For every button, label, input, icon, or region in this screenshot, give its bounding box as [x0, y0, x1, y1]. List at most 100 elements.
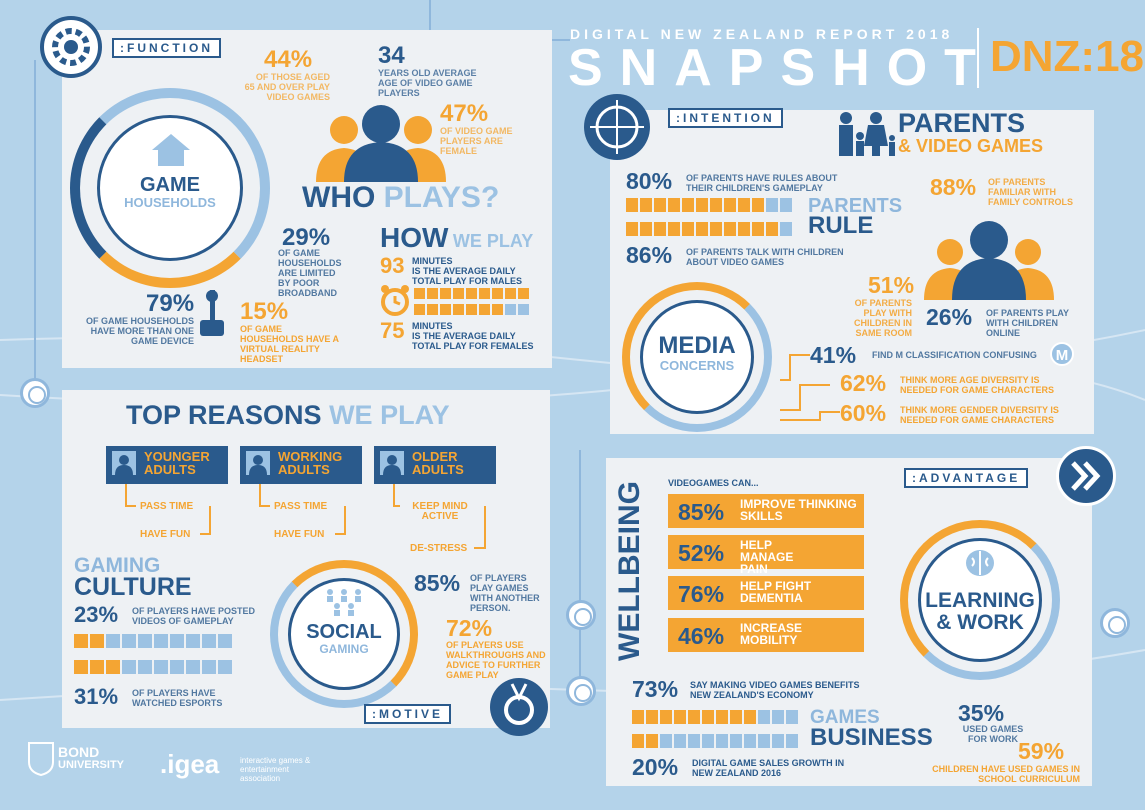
- text-80: OF PARENTS HAVE RULES ABOUT THEIR CHILDR…: [686, 173, 838, 193]
- stat-88: 88%: [930, 174, 977, 200]
- stat-29: 29%: [282, 224, 331, 251]
- adults-word-3: ADULTS: [412, 462, 464, 477]
- stat-86: 86%: [626, 242, 673, 268]
- pct-76: 76%: [678, 581, 725, 607]
- younger-word: YOUNGER: [144, 449, 210, 464]
- social-gaming-ring: [270, 560, 418, 708]
- connector-node-center-2: [566, 676, 596, 706]
- wellbeing-row-thinking: 85% IMPROVE THINKING SKILLS: [668, 494, 864, 528]
- stat-47: 47%: [440, 100, 489, 127]
- person-icon: [246, 451, 270, 475]
- younger-adults-box: YOUNGER ADULTS: [106, 446, 228, 484]
- posted-videos-bar: [74, 634, 232, 648]
- business-word: BUSINESS: [810, 724, 933, 751]
- stat-26: 26%: [926, 304, 973, 330]
- media-ring-inner: [640, 300, 754, 414]
- text-29: OF GAME HOUSEHOLDS ARE LIMITED BY POOR B…: [278, 248, 342, 298]
- function-label: :FUNCTION: [112, 38, 221, 58]
- concerns-word: CONCERNS: [659, 358, 735, 373]
- joystick-icon: [200, 290, 224, 336]
- stat-23: 23%: [74, 602, 119, 627]
- motive-label: :MOTIVE: [364, 704, 451, 724]
- stat-51: 51%: [868, 272, 915, 298]
- text-34: YEARS OLD AVERAGE AGE OF VIDEO GAME PLAY…: [378, 68, 477, 98]
- bond-logo-text: BOND UNIVERSITY: [58, 744, 125, 772]
- stat-73: 73%: [632, 676, 679, 702]
- we-play-word-2: WE PLAY: [329, 400, 450, 430]
- people-icon: [316, 105, 446, 182]
- bond-word: BOND: [58, 744, 100, 760]
- dnz-code: DNZ:18: [990, 32, 1145, 81]
- person-icon: [112, 451, 136, 475]
- male-play-bar: [414, 288, 529, 299]
- chevron-right-icon: [1056, 446, 1116, 506]
- game-households-ring: [70, 88, 270, 288]
- text-31: OF PLAYERS HAVE WATCHED ESPORTS: [132, 688, 223, 708]
- sales-growth-bar: [632, 734, 798, 748]
- brain-icon: [966, 550, 994, 576]
- rule-word: RULE: [808, 212, 874, 239]
- stat-85-social: 85%: [414, 570, 461, 596]
- stat-72: 72%: [446, 615, 493, 641]
- gear-icon: [40, 16, 102, 78]
- older-word: OLDER: [412, 449, 458, 464]
- text-85-social: OF PLAYERS PLAY GAMES WITH ANOTHER PERSO…: [470, 573, 540, 613]
- text-41: FIND M CLASSIFICATION CONFUSING: [872, 350, 1037, 360]
- working-adults-box: WORKING ADULTS: [240, 446, 362, 484]
- text-72: OF PLAYERS USE WALKTHROUGHS AND ADVICE T…: [446, 640, 546, 680]
- header-divider: [977, 28, 979, 88]
- media-connectors: [780, 354, 840, 421]
- text-51: OF PARENTS PLAY WITH CHILDREN IN SAME RO…: [854, 298, 912, 338]
- game-title: GAME: [140, 174, 200, 196]
- top-reasons-title: TOP REASONS WE PLAY: [126, 402, 450, 429]
- text-20: DIGITAL GAME SALES GROWTH IN NEW ZEALAND…: [692, 758, 845, 778]
- adults-word-2: ADULTS: [278, 462, 330, 477]
- media-concerns-ring: [622, 282, 772, 432]
- text-44: OF THOSE AGED 65 AND OVER PLAY VIDEO GAM…: [244, 72, 330, 102]
- parents-title: PARENTS: [898, 108, 1026, 138]
- text-thinking: IMPROVE THINKING SKILLS: [740, 497, 857, 523]
- gaming-sub: GAMING: [319, 642, 369, 656]
- stat-31: 31%: [74, 684, 119, 709]
- media-word: MEDIA: [658, 332, 736, 359]
- text-79: OF GAME HOUSEHOLDS HAVE MORE THAN ONE GA…: [85, 316, 194, 346]
- video-games-sub: & VIDEO GAMES: [898, 136, 1044, 156]
- text-mobility: INCREASE MOBILITY: [740, 621, 803, 647]
- social-word: SOCIAL: [306, 621, 382, 643]
- older-reason-2: DE-STRESS: [410, 543, 468, 554]
- stat-62: 62%: [840, 370, 887, 396]
- parents-rule-word: PARENTS: [808, 195, 903, 217]
- text-93a: MINUTES: [412, 256, 453, 266]
- text-86: OF PARENTS TALK WITH CHILDREN ABOUT VIDE…: [686, 247, 844, 267]
- plays-word: PLAYS?: [383, 181, 500, 214]
- connector-node-right: [1100, 608, 1130, 638]
- adults-word-1: ADULTS: [144, 462, 196, 477]
- family-icon: [839, 112, 895, 156]
- text-60: THINK MORE GENDER DIVERSITY IS NEEDED FO…: [900, 405, 1059, 425]
- top-reasons-word: TOP REASONS: [126, 400, 322, 430]
- wellbeing-row-dementia: 76% HELP FIGHT DEMENTIA: [668, 576, 864, 610]
- ring-inner: [97, 115, 243, 261]
- report-subtitle: DIGITAL NEW ZEALAND REPORT 2018: [570, 26, 954, 42]
- who-word: WHO: [302, 181, 376, 214]
- house-icon: [152, 134, 190, 166]
- stat-75: 75: [380, 318, 405, 343]
- text-35: USED GAMES FOR WORK: [962, 724, 1024, 744]
- text-pain: HELP MANAGE PAIN: [740, 538, 794, 576]
- who-plays-title: WHO PLAYS?: [302, 183, 499, 213]
- older-adults-box: OLDER ADULTS: [374, 446, 496, 484]
- talk-bar: [626, 222, 792, 236]
- how-word: HOW: [380, 222, 449, 253]
- working-word: WORKING: [278, 449, 343, 464]
- wellbeing-row-mobility: 46% INCREASE MOBILITY: [668, 618, 864, 652]
- pct-46: 46%: [678, 623, 725, 649]
- university-word: UNIVERSITY: [58, 759, 125, 771]
- text-88: OF PARENTS FAMILIAR WITH FAMILY CONTROLS: [988, 177, 1074, 207]
- learning-word: LEARNING: [925, 589, 1035, 612]
- pct-85: 85%: [678, 499, 725, 525]
- intention-label: :INTENTION: [668, 108, 783, 128]
- text-47: OF VIDEO GAME PLAYERS ARE FEMALE: [440, 126, 513, 156]
- alarm-clock-icon: [381, 285, 409, 316]
- stat-41: 41%: [810, 342, 857, 368]
- work-word: & WORK: [936, 611, 1024, 634]
